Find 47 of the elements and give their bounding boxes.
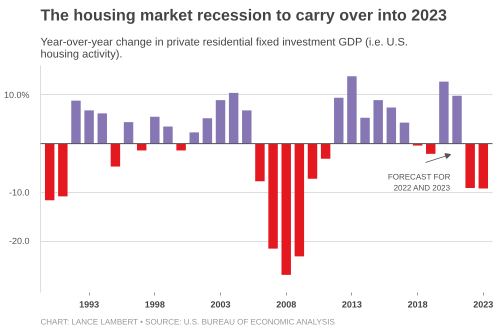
x-tick-label: 2008: [276, 300, 296, 310]
bar: [84, 110, 94, 144]
bar: [478, 144, 488, 189]
bar: [465, 144, 475, 188]
bar: [334, 98, 344, 144]
bar: [242, 110, 252, 144]
bar: [58, 144, 68, 196]
chart-subtitle: Year-over-year change in private residential fixed investment GDP (i.e. U.S. housing activity).: [40, 36, 408, 60]
bar: [228, 92, 238, 144]
bar: [71, 100, 81, 144]
bar: [176, 144, 186, 150]
bar: [373, 100, 383, 144]
bar: [202, 118, 212, 144]
x-tick-label: 2023: [473, 300, 494, 310]
x-tick-label: 2018: [408, 300, 428, 310]
x-tick-label: 2003: [210, 300, 231, 310]
bar: [150, 116, 160, 144]
x-tick-label: 1993: [79, 300, 100, 310]
bar: [190, 132, 199, 144]
y-tick-label: -20.0: [8, 236, 30, 246]
bar: [360, 118, 370, 144]
annotation: FORECAST FOR 2022 AND 2023: [388, 172, 451, 192]
bar: [320, 144, 330, 159]
bar: [426, 144, 436, 154]
bar: [281, 144, 291, 275]
bar: [386, 107, 396, 144]
bar: [44, 144, 54, 200]
bar: [98, 113, 107, 144]
bar: [439, 82, 449, 144]
y-tick-label: 10.0%: [4, 90, 30, 100]
x-tick-label: 2013: [342, 300, 362, 310]
bar: [347, 76, 357, 144]
bar: [255, 144, 265, 182]
bar: [400, 122, 410, 144]
bar: [294, 144, 304, 256]
chart-title: The housing market recession to carry over into 2023: [40, 8, 447, 24]
bar: [268, 144, 278, 249]
bar: [452, 96, 462, 144]
text: CHART: LANCE LAMBERT • SOURCE: U.S. BUREAU OF ECONOMIC ANALYSIS: [40, 318, 335, 326]
x-tick-label: 1998: [144, 300, 165, 310]
bar: [110, 144, 120, 167]
bar: [216, 100, 226, 144]
y-tick-label: -10.0: [8, 187, 30, 198]
bar: [124, 122, 134, 144]
bar: [308, 144, 318, 179]
bar: [163, 126, 173, 144]
bar: [136, 144, 146, 150]
